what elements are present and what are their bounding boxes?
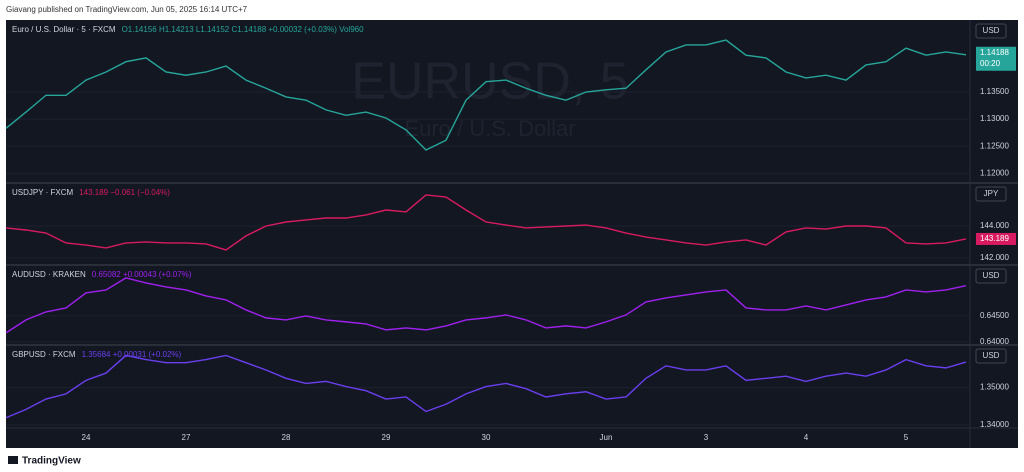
- currency-label: JPY: [984, 189, 999, 198]
- currency-badge: [975, 23, 1007, 39]
- y-tick-label: 1.34000: [980, 420, 1009, 429]
- watermark-description: Euro / U.S. Dollar: [404, 116, 575, 141]
- pane-subtitle: 143.189 −0.061 (−0.04%): [79, 188, 170, 197]
- pane-title: Euro / U.S. Dollar · 5 · FXCM: [12, 25, 116, 34]
- currency-badge: [975, 268, 1007, 284]
- price-badge-label: 143.189: [980, 234, 1009, 243]
- publish-header: Giavang published on TradingView.com, Ju…: [6, 5, 248, 14]
- price-line: [5, 194, 967, 251]
- x-tick-label: 29: [382, 433, 391, 442]
- price-badge: [976, 232, 1016, 245]
- price-line: [5, 354, 967, 419]
- y-tick-label: 1.35000: [980, 383, 1009, 392]
- currency-label: USD: [983, 351, 1000, 360]
- footer-brand: TradingView: [22, 456, 81, 467]
- price-badge: [976, 46, 1016, 71]
- price-line: [5, 277, 967, 334]
- chart-background: [6, 20, 1018, 448]
- pane-title: GBPUSD · FXCM: [12, 350, 76, 359]
- y-tick-label: 1.12500: [980, 141, 1009, 150]
- countdown-label: 00:20: [980, 59, 1001, 68]
- y-tick-label: 144.000: [980, 221, 1009, 230]
- price-line: [5, 39, 967, 151]
- pane-subtitle: 1.35684 +0.00031 (+0.02%): [82, 350, 182, 359]
- x-tick-label: 3: [704, 433, 709, 442]
- currency-label: USD: [983, 26, 1000, 35]
- y-tick-label: 1.13500: [980, 87, 1009, 96]
- pane-title: AUDUSD · KRAKEN: [12, 270, 86, 279]
- currency-label: USD: [983, 271, 1000, 280]
- pane-subtitle: 0.65082 +0.00043 (+0.07%): [92, 270, 192, 279]
- x-tick-label: 28: [282, 433, 291, 442]
- x-tick-label: 27: [182, 433, 191, 442]
- currency-badge: [975, 348, 1007, 364]
- x-tick-label: Jun: [600, 433, 613, 442]
- pane-subtitle: O1.14156 H1.14213 L1.14152 C1.14188 +0.0…: [122, 25, 365, 34]
- price-badge-label: 1.14188: [980, 48, 1009, 57]
- x-tick-label: 5: [904, 433, 909, 442]
- pane-title: USDJPY · FXCM: [12, 188, 74, 197]
- x-tick-label: 24: [82, 433, 91, 442]
- x-tick-label: 30: [482, 433, 491, 442]
- y-tick-label: 142.000: [980, 253, 1009, 262]
- y-tick-label: 1.13000: [980, 114, 1009, 123]
- tradingview-logo: [8, 456, 18, 464]
- logo-mark: [8, 456, 18, 464]
- x-tick-label: 4: [804, 433, 809, 442]
- y-tick-label: 0.64500: [980, 311, 1009, 320]
- y-tick-label: 0.64000: [980, 337, 1009, 346]
- y-tick-label: 1.12000: [980, 168, 1009, 177]
- currency-badge: [975, 186, 1007, 202]
